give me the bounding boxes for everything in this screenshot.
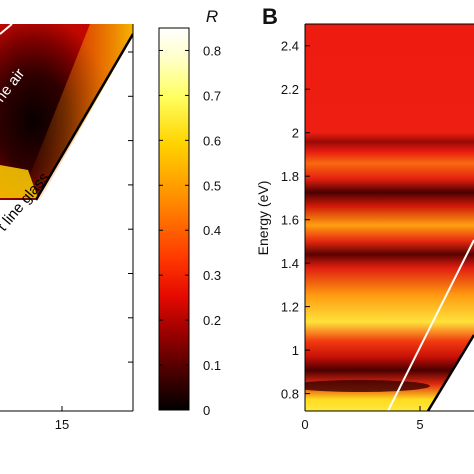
colorbar-tick-label: 0.2: [203, 313, 221, 328]
panel-b-glass-light-line: [426, 334, 474, 411]
panel-b-y-ticks: 0.8 1 1.2 1.4 1.6 1.8 2 2.2 2.4: [281, 39, 310, 402]
panel-b-y-tick-label: 1: [292, 343, 299, 358]
panel-b-label: B: [262, 4, 278, 29]
panel-b-x-tick-label: 5: [416, 417, 423, 432]
panel-a-edge-glow: [20, 24, 133, 200]
colorbar-tick-label: 0.8: [203, 43, 221, 58]
colorbar-tick-label: 0.7: [203, 88, 221, 103]
colorbar-tick-label: 0.1: [203, 358, 221, 373]
colorbar-tick-label: 0.5: [203, 178, 221, 193]
panel-a: 15 ne air t line glass: [0, 24, 134, 432]
panel-b-y-tick-label: 1.2: [281, 300, 299, 315]
colorbar: R 0 0.1 0.2 0.3 0.4 0.5 0.6 0.7 0.8: [158, 7, 221, 418]
colorbar-tick-label: 0.4: [203, 223, 221, 238]
panel-b-y-tick-label: 2.2: [281, 82, 299, 97]
panel-b-x-tick-label: 0: [301, 417, 308, 432]
panel-a-right-ticks: [128, 51, 133, 363]
colorbar-ticks: 0 0.1 0.2 0.3 0.4 0.5 0.6 0.7 0.8: [159, 43, 221, 418]
colorbar-tick-label: 0.6: [203, 133, 221, 148]
panel-b-y-tick-label: 1.4: [281, 256, 299, 271]
panel-a-bright-tip: [0, 165, 38, 198]
panel-b-lower-band-tail: [305, 380, 430, 392]
panel-b-air-light-line: [387, 239, 474, 411]
colorbar-gradient: [158, 27, 190, 411]
colorbar-tick-label: 0: [203, 403, 210, 418]
panel-b-y-tick-label: 2.4: [281, 39, 299, 54]
panel-b-y-tick-label: 1.8: [281, 169, 299, 184]
colorbar-title: R: [206, 7, 218, 26]
panel-b-y-tick-label: 1.6: [281, 213, 299, 228]
colorbar-tick-label: 0.3: [203, 268, 221, 283]
panel-a-glass-light-line: [34, 33, 133, 201]
panel-a-air-light-line: [0, 24, 13, 35]
panel-b-y-tick-label: 0.8: [281, 387, 299, 402]
panel-a-x-tick-label: 15: [55, 417, 69, 432]
panel-b-y-axis-title: Energy (eV): [255, 181, 271, 256]
panel-b-y-tick-label: 2: [292, 126, 299, 141]
panel-b-heatmap: [305, 24, 474, 411]
